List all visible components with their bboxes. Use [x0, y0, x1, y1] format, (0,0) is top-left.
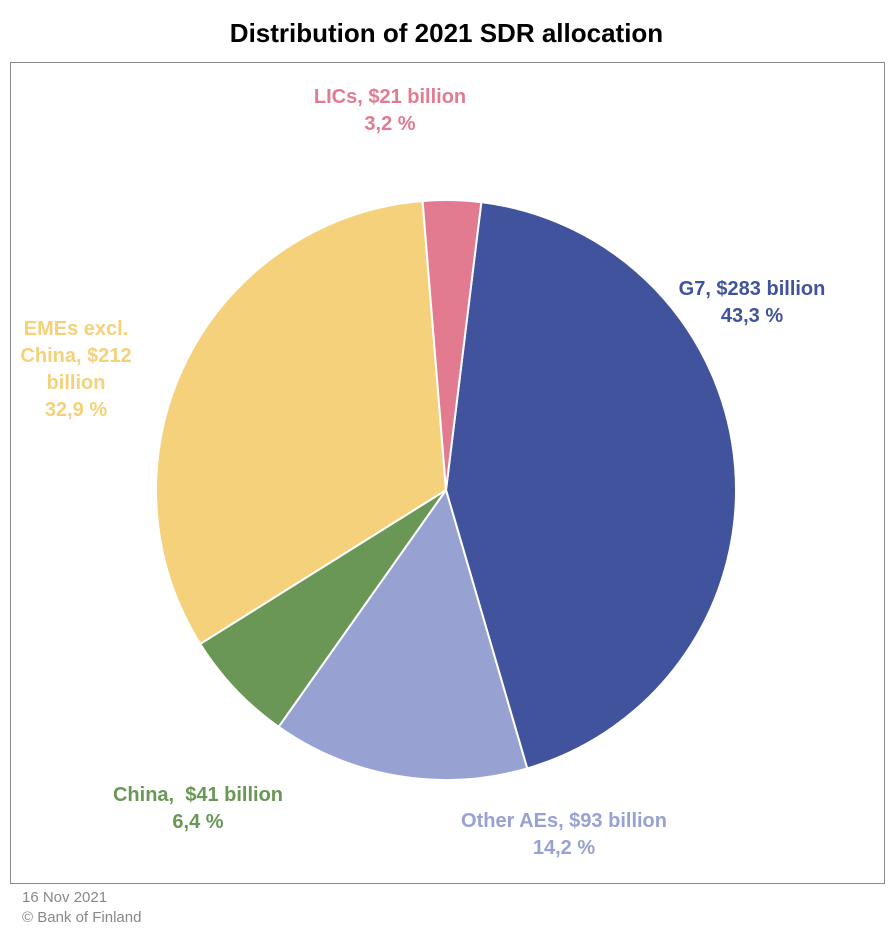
slice-label-other-aes: Other AEs, $93 billion 14,2 %	[461, 808, 667, 862]
chart-container: Distribution of 2021 SDR allocation 16 N…	[0, 0, 893, 950]
slice-label-china: China, $41 billion 6,4 %	[113, 782, 283, 836]
chart-footer: 16 Nov 2021 © Bank of Finland	[22, 888, 141, 927]
slice-label-emes-excl-china: EMEs excl. China, $212 billion 32,9 %	[20, 316, 131, 424]
slice-label-lics: LICs, $21 billion 3,2 %	[314, 84, 466, 138]
footer-date: 16 Nov 2021	[22, 889, 107, 906]
footer-source: © Bank of Finland	[22, 909, 141, 926]
slice-label-g7: G7, $283 billion 43,3 %	[679, 276, 826, 330]
